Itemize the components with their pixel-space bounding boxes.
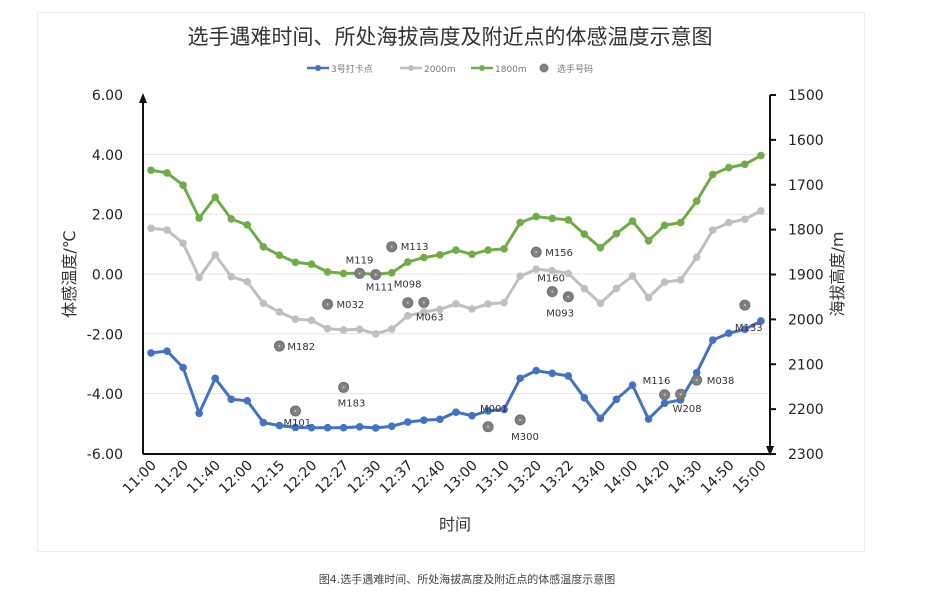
x-tick-label: 14:00 bbox=[601, 458, 641, 498]
player-label: M101 bbox=[283, 418, 311, 429]
player-marker-M113: M113 bbox=[386, 241, 429, 253]
player-marker-M038: M038 bbox=[691, 374, 735, 387]
player-label: M156 bbox=[545, 248, 573, 259]
y2-axis-ticks: 1500 1600 1700 1800 1900 2000 2100 2200 2300 bbox=[770, 88, 824, 463]
x-tick-label: 13:20 bbox=[505, 458, 545, 498]
x-tick-label: 11:20 bbox=[152, 458, 192, 498]
x-tick-label: 13:00 bbox=[441, 458, 481, 498]
y2-tick-label: 2000 bbox=[788, 312, 824, 328]
player-label: M133 bbox=[735, 323, 763, 334]
y-tick-label: -4.00 bbox=[87, 387, 123, 403]
y2-axis-label: 海拔高度/m bbox=[828, 232, 847, 317]
figure-caption: 图4.选手遇难时间、所处海拔高度及附近点的体感温度示意图 bbox=[318, 573, 616, 586]
x-tick-label: 14:20 bbox=[634, 458, 674, 498]
y2-tick-label: 1500 bbox=[788, 88, 824, 104]
player-marker-M111: M111 bbox=[366, 269, 394, 294]
player-marker-M101: M101 bbox=[283, 405, 311, 429]
player-label: M001 bbox=[480, 404, 508, 415]
player-label: M116 bbox=[643, 376, 671, 387]
y2-tick-label: 1600 bbox=[788, 133, 824, 149]
x-axis-ticks: 11:0011:2011:4012:0012:1512:2012:2712:30… bbox=[120, 458, 770, 498]
y-tick-label: 6.00 bbox=[92, 88, 123, 104]
player-marker-M133: M133 bbox=[735, 299, 763, 334]
player-label: M300 bbox=[511, 432, 539, 443]
y-tick-label: -2.00 bbox=[87, 327, 123, 343]
player-label: M032 bbox=[337, 300, 365, 311]
y-tick-label: 4.00 bbox=[92, 148, 123, 164]
player-label: M183 bbox=[338, 398, 366, 409]
player-label: M111 bbox=[366, 283, 394, 294]
x-tick-label: 13:10 bbox=[473, 458, 513, 498]
y-tick-label: -6.00 bbox=[87, 447, 123, 463]
x-tick-label: 13:40 bbox=[569, 458, 609, 498]
player-label: M093 bbox=[546, 309, 574, 320]
svg-text:2000m: 2000m bbox=[424, 65, 456, 75]
x-tick-label: 12:27 bbox=[313, 458, 353, 498]
player-marker-M160: M160 bbox=[537, 274, 565, 298]
y-axis-label: 体感温度/℃ bbox=[60, 230, 79, 317]
x-tick-label: 14:30 bbox=[666, 458, 706, 498]
player-marker-M093: M093 bbox=[546, 291, 574, 320]
player-label: M038 bbox=[707, 376, 735, 387]
x-tick-label: 14:50 bbox=[698, 458, 738, 498]
legend-item: 3号打卡点 bbox=[307, 63, 373, 75]
y2-tick-label: 1700 bbox=[788, 178, 824, 194]
player-label: M160 bbox=[537, 274, 565, 285]
y2-tick-label: 1900 bbox=[788, 268, 824, 284]
player-marker-M119: M119 bbox=[346, 255, 374, 279]
x-tick-label: 13:22 bbox=[537, 458, 577, 498]
player-marker-M032: M032 bbox=[322, 298, 365, 311]
player-marker-M183: M183 bbox=[338, 381, 366, 409]
svg-text:选手号码: 选手号码 bbox=[557, 63, 593, 75]
y2-tick-label: 2200 bbox=[788, 402, 824, 418]
y2-tick-label: 1800 bbox=[788, 223, 824, 239]
player-label: W208 bbox=[673, 404, 702, 415]
series-lines bbox=[147, 151, 765, 432]
x-tick-label: 12:15 bbox=[248, 458, 288, 498]
x-tick-label: 12:40 bbox=[409, 458, 449, 498]
player-marker-M156: M156 bbox=[530, 246, 573, 259]
svg-text:1800m: 1800m bbox=[495, 65, 527, 75]
player-markers: M182 M101 M032 M183 M119 M111 M113 M098 M063 M001… bbox=[273, 241, 763, 443]
series-1800m bbox=[147, 151, 765, 279]
player-label: M113 bbox=[401, 242, 429, 253]
x-tick-label: 12:20 bbox=[280, 458, 320, 498]
player-marker-M098: M098 bbox=[394, 280, 422, 309]
y2-tick-label: 2100 bbox=[788, 357, 824, 373]
y2-tick-label: 2300 bbox=[788, 447, 824, 463]
player-marker-M300: M300 bbox=[511, 414, 539, 443]
player-label: M119 bbox=[346, 255, 374, 266]
x-tick-label: 15:00 bbox=[730, 458, 770, 498]
legend-item: 1800m bbox=[471, 65, 527, 75]
axes bbox=[139, 93, 774, 456]
svg-text:3号打卡点: 3号打卡点 bbox=[331, 63, 373, 75]
player-marker-W208: W208 bbox=[673, 388, 702, 415]
y-axis-ticks: 6.00 4.00 2.00 0.00 -2.00 -4.00 -6.00 bbox=[87, 88, 123, 463]
series-3号打卡点 bbox=[147, 317, 765, 432]
x-tick-label: 11:40 bbox=[184, 458, 224, 498]
x-tick-label: 12:37 bbox=[377, 458, 417, 498]
chart-panel bbox=[37, 12, 865, 552]
player-label: M063 bbox=[416, 312, 444, 323]
legend: 3号打卡点 2000m 1800m 选手号码 bbox=[307, 63, 593, 75]
player-marker-M182: M182 bbox=[273, 340, 315, 353]
x-tick-label: 12:30 bbox=[345, 458, 385, 498]
gridlines bbox=[143, 153, 770, 395]
player-label: M098 bbox=[394, 280, 422, 291]
y-tick-label: 0.00 bbox=[92, 268, 123, 284]
y-tick-label: 2.00 bbox=[92, 208, 123, 224]
player-marker-M063: M063 bbox=[416, 296, 444, 323]
player-marker-M001: M001 bbox=[480, 404, 508, 433]
series-2000m bbox=[147, 207, 765, 338]
x-tick-label: 11:00 bbox=[120, 458, 160, 498]
player-label: M182 bbox=[287, 342, 315, 353]
chart-title: 选手遇难时间、所处海拔高度及附近点的体感温度示意图 bbox=[188, 25, 713, 49]
legend-item: 选手号码 bbox=[539, 63, 593, 75]
x-tick-label: 12:00 bbox=[216, 458, 256, 498]
player-marker-M116: M116 bbox=[643, 376, 671, 401]
x-axis-label: 时间 bbox=[439, 515, 471, 534]
legend-item: 2000m bbox=[400, 65, 456, 75]
